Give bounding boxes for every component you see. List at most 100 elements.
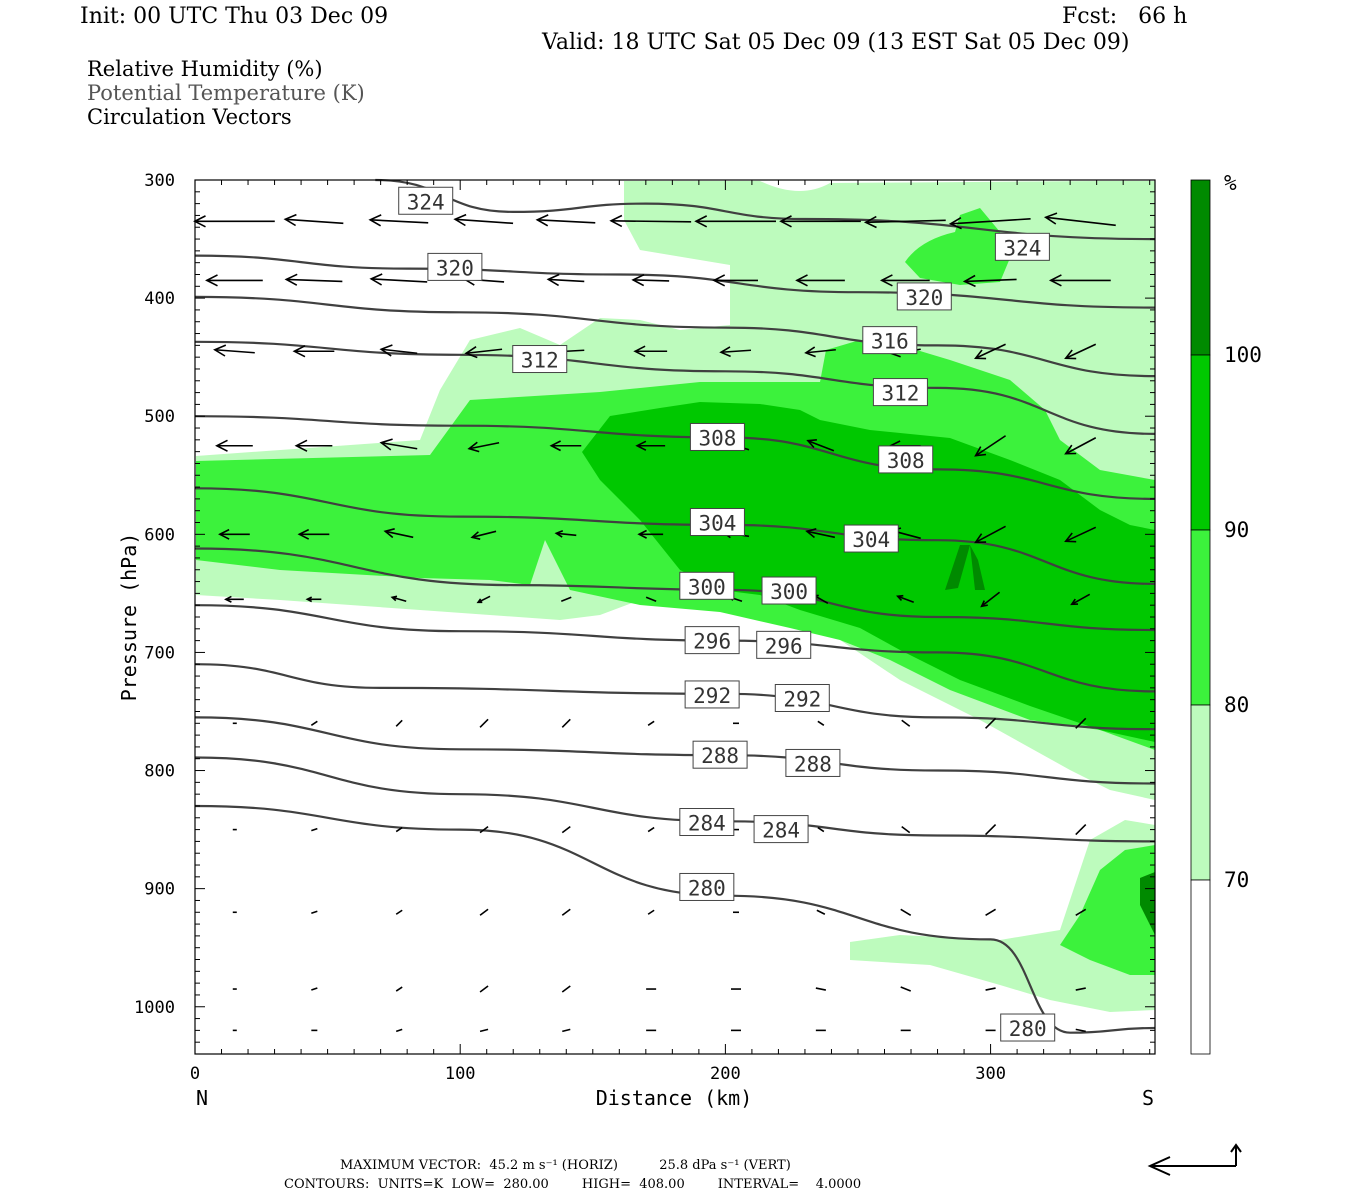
wind-vector	[560, 596, 572, 603]
svg-text:284: 284	[762, 819, 800, 843]
wind-vector	[1064, 526, 1097, 543]
reference-vector-icon	[1147, 1143, 1242, 1176]
wind-vector	[974, 525, 1006, 544]
wind-vector	[804, 346, 836, 358]
wind-vector	[901, 719, 911, 727]
wind-vector	[383, 528, 414, 539]
wind-vector	[546, 273, 585, 287]
svg-text:292: 292	[783, 687, 821, 711]
wind-vector	[395, 986, 403, 992]
wind-vector	[1043, 212, 1116, 227]
wind-vector	[985, 987, 996, 991]
svg-text:296: 296	[765, 634, 803, 658]
wind-vector	[900, 908, 912, 916]
wind-vector	[647, 909, 655, 915]
wind-vector	[637, 529, 664, 539]
contour-label-280-0: 280	[679, 872, 735, 901]
wind-vector	[311, 827, 318, 832]
wind-vector	[205, 274, 263, 287]
svg-text:312: 312	[881, 382, 919, 406]
contour-label-296-0: 296	[684, 626, 740, 655]
wind-vector	[795, 274, 845, 287]
wind-vector	[647, 826, 655, 833]
colorbar-label-100: 100	[1224, 343, 1262, 367]
y-tick-label: 1000	[134, 998, 175, 1018]
contour-label-316-0: 316	[862, 326, 918, 355]
wind-vector	[561, 718, 571, 728]
footer-contours: CONTOURS: UNITS=K LOW= 280.00 HIGH= 408.…	[284, 1177, 862, 1192]
rh-region-90	[582, 402, 1155, 742]
y-tick-label: 500	[144, 407, 175, 427]
colorbar-unit: %	[1224, 171, 1237, 195]
wind-vector	[719, 346, 752, 358]
wind-vector	[806, 439, 835, 452]
wind-vector	[805, 528, 836, 539]
footer-max-vector: MAXIMUM VECTOR: 45.2 m s⁻¹ (HORIZ) 25.8 …	[340, 1158, 791, 1173]
wind-vector	[470, 530, 497, 540]
wind-vector	[974, 435, 1007, 457]
wind-vector	[948, 217, 1031, 230]
wind-vector	[453, 213, 514, 227]
contour-label-300-1: 300	[761, 576, 817, 605]
wind-vector	[985, 908, 996, 916]
wind-vector	[476, 595, 491, 604]
wind-vector	[479, 1028, 489, 1033]
wind-vector	[562, 1028, 571, 1033]
colorbar-segment-below	[1190, 879, 1211, 1055]
svg-text:320: 320	[905, 286, 943, 310]
y-axis-title: Pressure (hPa)	[117, 533, 141, 702]
svg-text:324: 324	[407, 190, 445, 214]
wind-vector	[395, 1028, 403, 1033]
wind-vector	[305, 596, 322, 603]
theta-contour-324	[375, 178, 1156, 241]
wind-vector	[467, 441, 500, 453]
wind-vector	[379, 438, 418, 451]
wind-vector	[985, 824, 997, 836]
circulation-vector-layer	[193, 212, 1116, 1033]
svg-text:288: 288	[701, 744, 739, 768]
svg-text:292: 292	[693, 684, 731, 708]
wind-vector	[213, 344, 255, 357]
valid-time: Valid: 18 UTC Sat 05 Dec 09 (13 EST Sat …	[542, 30, 1130, 55]
wind-vector	[379, 344, 418, 357]
svg-text:288: 288	[794, 752, 832, 776]
wind-vector	[645, 596, 657, 603]
wind-vector	[395, 826, 403, 833]
x-tick-label: 0	[190, 1064, 200, 1084]
legend-rh: Relative Humidity (%)	[87, 57, 323, 81]
wind-vector	[1048, 274, 1111, 287]
wind-vector	[779, 215, 861, 228]
svg-text:320: 320	[436, 256, 474, 280]
wind-vector	[218, 528, 250, 540]
wind-vector	[633, 345, 668, 358]
rh-region-70-low	[850, 820, 1155, 1012]
svg-text:316: 316	[871, 330, 909, 354]
svg-text:296: 296	[693, 630, 731, 654]
wind-vector	[879, 274, 930, 287]
contour-label-280-1: 280	[1000, 1013, 1056, 1042]
wind-vector	[479, 908, 489, 916]
colorbar-label-80: 80	[1224, 693, 1249, 717]
svg-text:280: 280	[1009, 1017, 1047, 1041]
colorbar-segment-100	[1190, 179, 1211, 356]
wind-vector	[554, 530, 577, 538]
wind-vector	[1075, 717, 1087, 729]
wind-vector	[193, 215, 275, 228]
theta-contour-labels: 324 324 320 320 316 312 312 308 308 304 304 300 300 2…	[398, 186, 1056, 1042]
x-end-label-south: S	[1142, 1086, 1154, 1110]
x-tick-label: 100	[445, 1064, 476, 1084]
svg-text:300: 300	[770, 580, 808, 604]
wind-vector	[561, 825, 571, 834]
wind-vector	[215, 439, 253, 452]
colorbar-segment-70	[1190, 704, 1211, 881]
contour-label-312-1: 312	[872, 378, 928, 407]
wind-vector	[224, 595, 244, 603]
y-tick-label: 600	[144, 525, 175, 545]
wind-vector	[974, 343, 1006, 360]
wind-vector	[900, 986, 912, 992]
wind-vector	[479, 985, 489, 993]
contour-label-288-0: 288	[692, 740, 748, 769]
colorbar-label-90: 90	[1224, 518, 1249, 542]
rh-region-100-low	[1140, 872, 1155, 935]
theta-contour-312	[194, 340, 1156, 435]
